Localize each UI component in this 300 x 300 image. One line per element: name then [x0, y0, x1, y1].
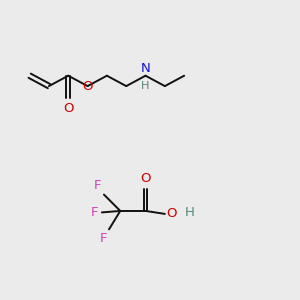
Text: H: H	[185, 206, 195, 219]
Text: F: F	[94, 179, 102, 192]
Text: F: F	[91, 206, 98, 219]
Text: O: O	[166, 207, 177, 220]
Text: N: N	[141, 61, 150, 74]
Text: F: F	[100, 232, 107, 245]
Text: O: O	[63, 102, 74, 115]
Text: O: O	[140, 172, 151, 185]
Text: O: O	[82, 80, 93, 93]
Text: H: H	[141, 81, 150, 91]
